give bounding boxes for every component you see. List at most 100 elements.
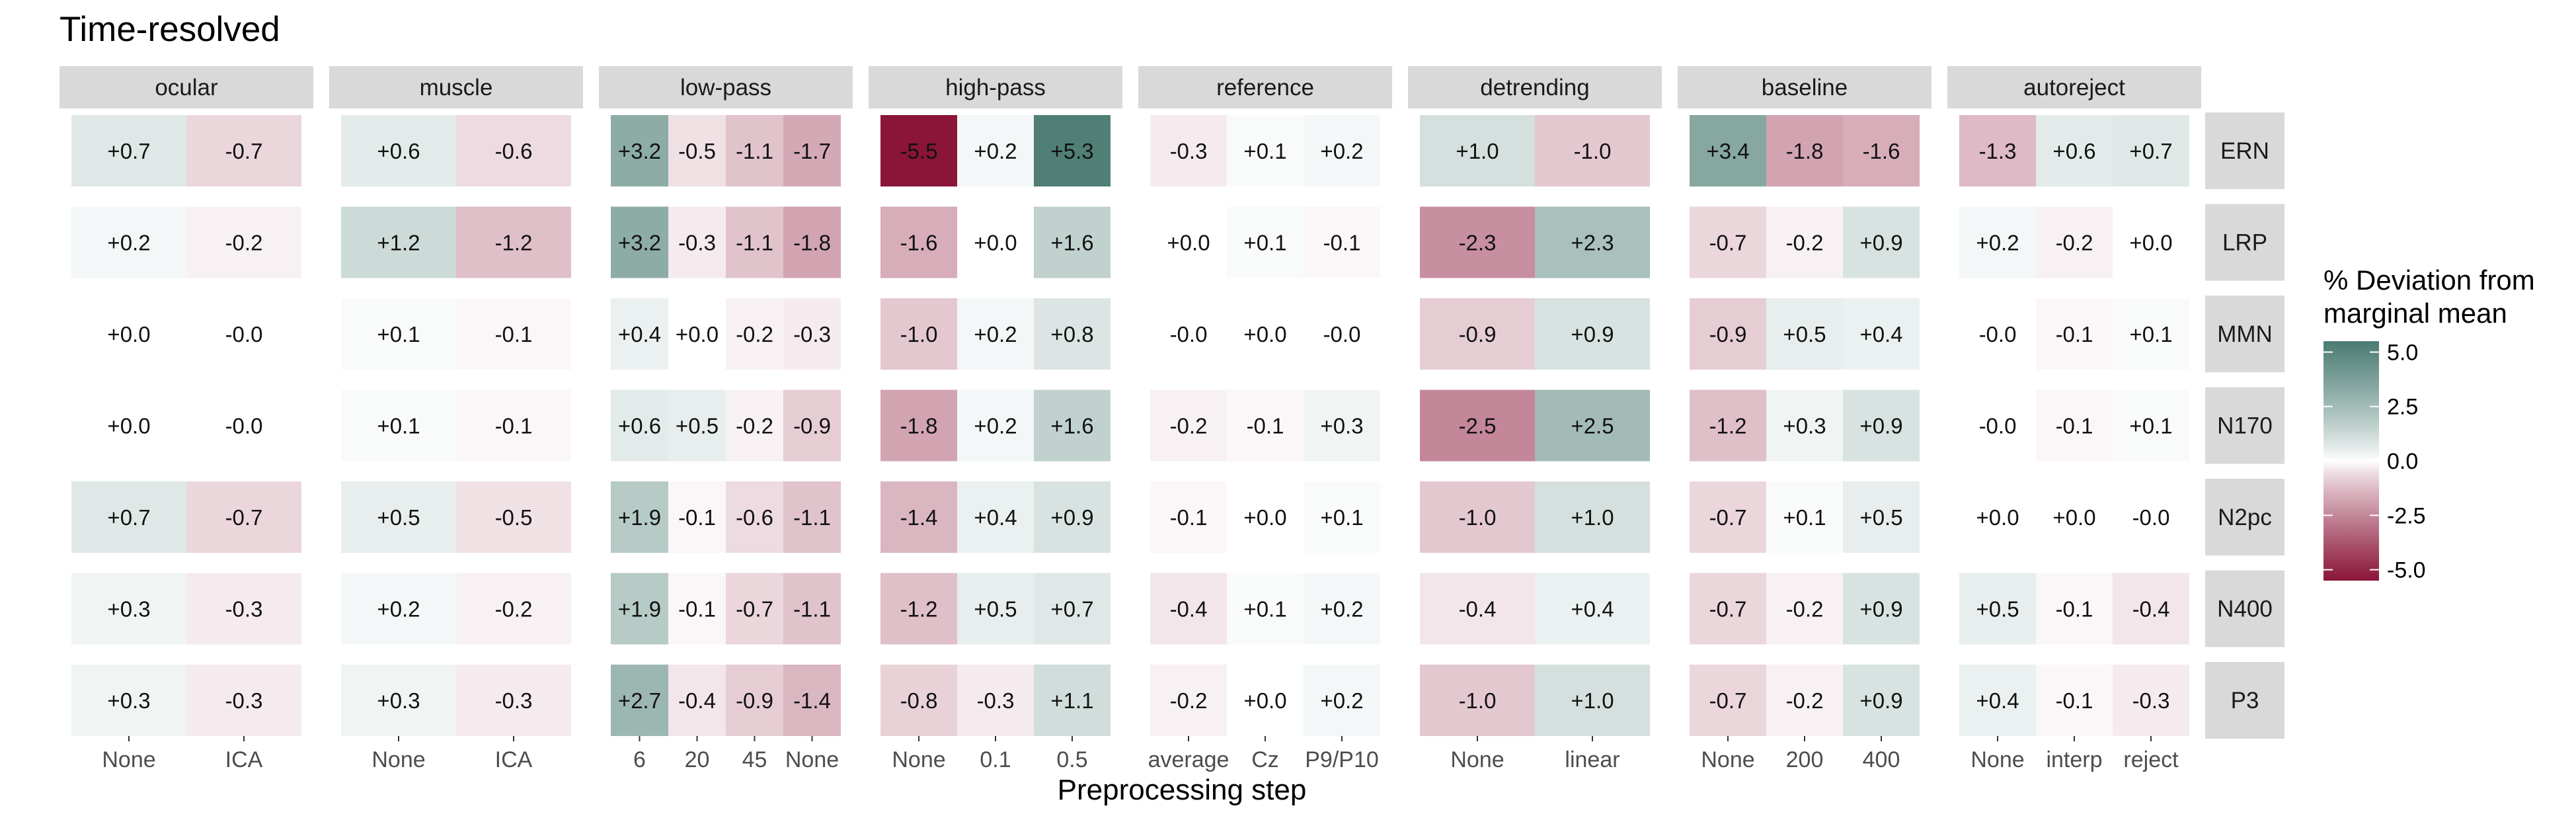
heatmap-cell-ocular-n400-none bbox=[71, 573, 186, 645]
cell-value-label: -0.2 bbox=[1786, 688, 1824, 713]
cell-value-label: +1.9 bbox=[618, 597, 661, 622]
cell-value-label: +0.3 bbox=[1783, 414, 1826, 438]
heatmap-cell-ocular-n170-ica bbox=[186, 390, 301, 462]
cell-value-label: -0.0 bbox=[1170, 322, 1208, 347]
heatmap-cell-baseline-p3-200 bbox=[1766, 665, 1843, 736]
x-tick-label-high-pass-0-5: 0.5 bbox=[1056, 747, 1087, 772]
cell-value-label: +0.9 bbox=[1859, 414, 1902, 438]
cell-value-label: -1.7 bbox=[793, 139, 831, 163]
cell-value-label: -0.3 bbox=[225, 597, 263, 622]
x-tick-label-ocular-ica: ICA bbox=[225, 747, 263, 772]
heatmap-cell-low-pass-p3-6 bbox=[611, 665, 668, 736]
heatmap-cell-low-pass-ern-6 bbox=[611, 115, 668, 186]
cell-value-label: +2.7 bbox=[618, 688, 661, 713]
cell-value-label: +0.1 bbox=[2129, 414, 2172, 438]
heatmap-cell-low-pass-mmn-45 bbox=[726, 298, 783, 370]
cell-value-label: -0.5 bbox=[678, 139, 716, 163]
heatmap-cell-low-pass-mmn-20 bbox=[668, 298, 726, 370]
heatmap-cell-baseline-n2pc-200 bbox=[1766, 481, 1843, 553]
cell-value-label: -0.9 bbox=[1459, 322, 1497, 347]
cell-value-label: -0.4 bbox=[678, 688, 716, 713]
facet-high-pass: high-pass None 0.1 0.5 -5.5 +0.2 +5.3 -1.6 +0.0 +… bbox=[869, 66, 1122, 772]
heatmap-cell-reference-n2pc-average bbox=[1150, 481, 1227, 553]
cell-value-label: +0.1 bbox=[1783, 505, 1826, 530]
cell-value-label: +1.2 bbox=[377, 231, 420, 255]
cell-value-label: -0.3 bbox=[225, 688, 263, 713]
heatmap-cell-muscle-n400-ica bbox=[456, 573, 571, 645]
heatmap-cell-low-pass-ern-45 bbox=[726, 115, 783, 186]
cell-value-label: -0.3 bbox=[1170, 139, 1208, 163]
facet-ocular: ocular None ICA +0.7 -0.7 +0.2 -0.2 +0.0 -0.0 +0.… bbox=[59, 66, 313, 772]
heatmap-cell-autoreject-n170-none bbox=[1959, 390, 2036, 462]
cell-value-label: -0.3 bbox=[2132, 688, 2170, 713]
heatmap-cell-low-pass-lrp-45 bbox=[726, 206, 783, 278]
facet-autoreject: autoreject None interp reject -1.3 +0.6 +0.7 +0… bbox=[1947, 66, 2201, 772]
cell-value-label: +0.5 bbox=[1859, 505, 1902, 530]
heatmap-cell-ocular-lrp-ica bbox=[186, 206, 301, 278]
facet-label-ocular: ocular bbox=[155, 75, 218, 101]
cell-value-label: -0.1 bbox=[2056, 414, 2093, 438]
cell-value-label: -0.9 bbox=[793, 414, 831, 438]
row-strip-n2pc bbox=[2205, 479, 2284, 555]
cell-value-label: +0.9 bbox=[1050, 505, 1093, 530]
cell-value-label: +0.1 bbox=[1243, 139, 1286, 163]
heatmap-cell-low-pass-p3-20 bbox=[668, 665, 726, 736]
cell-value-label: +0.2 bbox=[377, 597, 420, 622]
cell-value-label: -0.2 bbox=[225, 231, 263, 255]
heatmap-cell-high-pass-n170-0-1 bbox=[957, 390, 1034, 462]
cell-value-label: +0.4 bbox=[974, 505, 1017, 530]
cell-value-label: +0.4 bbox=[618, 322, 661, 347]
cell-value-label: -0.0 bbox=[225, 414, 263, 438]
cell-value-label: +0.0 bbox=[1243, 688, 1286, 713]
heatmap-cell-detrending-mmn-linear bbox=[1535, 298, 1650, 370]
x-tick-label-autoreject-none: None bbox=[1971, 747, 2024, 772]
heatmap-cell-autoreject-ern-reject bbox=[2113, 115, 2189, 186]
heatmap-cell-reference-n170-average bbox=[1150, 390, 1227, 462]
cell-value-label: +1.0 bbox=[1456, 139, 1499, 163]
legend-tick-label: -2.5 bbox=[2387, 503, 2426, 528]
cell-value-label: +0.3 bbox=[377, 688, 420, 713]
cell-value-label: -0.7 bbox=[1709, 231, 1747, 255]
heatmap-cell-autoreject-n400-none bbox=[1959, 573, 2036, 645]
cell-value-label: +0.2 bbox=[1320, 597, 1363, 622]
cell-value-label: +0.5 bbox=[676, 414, 719, 438]
cell-value-label: +0.5 bbox=[1783, 322, 1826, 347]
cell-value-label: -2.3 bbox=[1459, 231, 1497, 255]
legend-tick-label: 5.0 bbox=[2387, 340, 2418, 365]
x-tick-label-baseline-none: None bbox=[1701, 747, 1754, 772]
facet-strip-reference bbox=[1138, 66, 1392, 108]
heatmap-cell-low-pass-ern-none bbox=[783, 115, 841, 186]
heatmap-cell-high-pass-ern-none bbox=[880, 115, 957, 186]
row-label-n400: N400 bbox=[2217, 596, 2273, 622]
heatmap-cell-reference-lrp-average bbox=[1150, 206, 1227, 278]
cell-value-label: +0.0 bbox=[107, 414, 150, 438]
cell-value-label: -0.1 bbox=[2056, 322, 2093, 347]
row-label-n2pc: N2pc bbox=[2218, 505, 2272, 530]
cell-value-label: +0.2 bbox=[1976, 231, 2019, 255]
heatmap-cell-low-pass-lrp-6 bbox=[611, 206, 668, 278]
x-tick-label-low-pass-45: 45 bbox=[742, 747, 767, 772]
heatmap-cell-low-pass-n170-none bbox=[783, 390, 841, 462]
heatmap-cell-high-pass-n2pc-0-1 bbox=[957, 481, 1034, 553]
heatmap-cell-low-pass-p3-45 bbox=[726, 665, 783, 736]
heatmap-cell-ocular-n2pc-ica bbox=[186, 481, 301, 553]
cell-value-label: -0.0 bbox=[1323, 322, 1361, 347]
cell-value-label: +0.2 bbox=[974, 322, 1017, 347]
heatmap-cell-detrending-lrp-none bbox=[1420, 206, 1535, 278]
x-tick-label-ocular-none: None bbox=[102, 747, 155, 772]
facet-strip-high-pass bbox=[869, 66, 1122, 108]
cell-value-label: -1.1 bbox=[793, 505, 831, 530]
cell-value-label: +0.2 bbox=[1320, 688, 1363, 713]
cell-value-label: -2.5 bbox=[1459, 414, 1497, 438]
heatmap-cell-muscle-p3-ica bbox=[456, 665, 571, 736]
cell-value-label: +0.1 bbox=[377, 414, 420, 438]
cell-value-label: +0.7 bbox=[107, 139, 150, 163]
heatmap-cell-muscle-n2pc-none bbox=[341, 481, 456, 553]
cell-value-label: -0.1 bbox=[678, 505, 716, 530]
heatmap-cell-low-pass-n400-20 bbox=[668, 573, 726, 645]
heatmap-cell-high-pass-n400-none bbox=[880, 573, 957, 645]
x-tick-label-autoreject-interp: interp bbox=[2046, 747, 2102, 772]
cell-value-label: +0.4 bbox=[1859, 322, 1902, 347]
cell-value-label: -1.2 bbox=[900, 597, 938, 622]
cell-value-label: +0.0 bbox=[1976, 505, 2019, 530]
